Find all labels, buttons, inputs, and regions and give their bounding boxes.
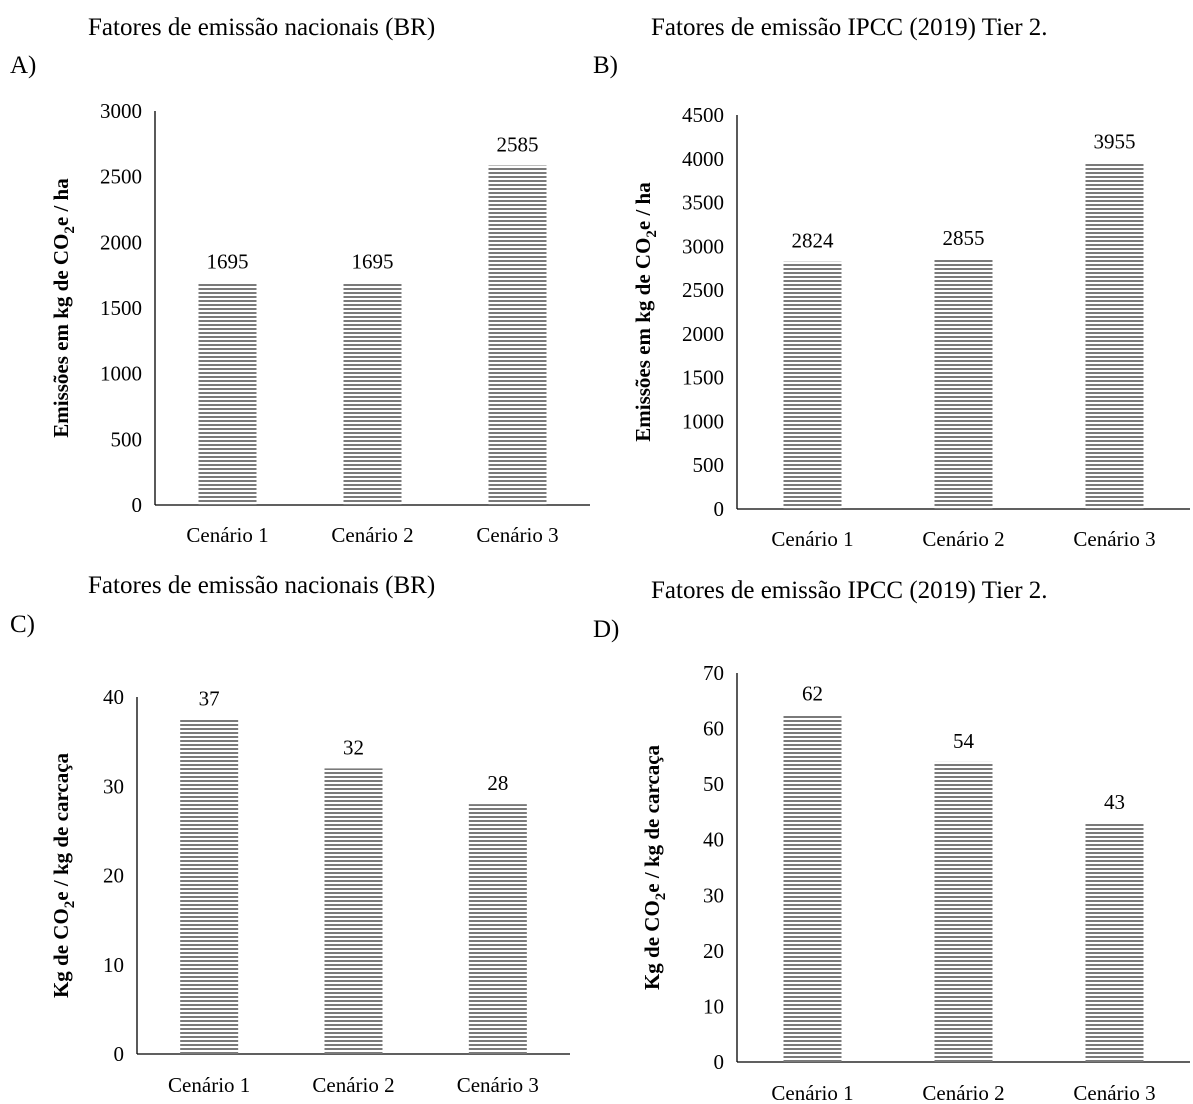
- y-tick-label: 0: [132, 493, 143, 517]
- bar: [180, 719, 239, 1054]
- bar: [1085, 162, 1144, 509]
- y-tick-label: 20: [103, 864, 124, 888]
- panel-letter: D): [593, 616, 620, 643]
- x-tick-label: Cenário 3: [457, 1073, 539, 1097]
- y-tick-label: 40: [703, 828, 724, 852]
- y-tick-label: 40: [103, 685, 124, 709]
- y-tick-label: 1000: [682, 409, 724, 433]
- y-tick-label: 1500: [682, 366, 724, 390]
- bar: [783, 261, 842, 509]
- data-label: 2824: [792, 229, 835, 253]
- y-axis-label: Kg de CO2e / kg de carcaça: [640, 744, 669, 990]
- x-tick-label: Cenário 3: [1073, 527, 1155, 551]
- y-tick-label: 4500: [682, 103, 724, 127]
- x-tick-label: Cenário 1: [186, 523, 268, 547]
- y-tick-label: 30: [103, 774, 124, 798]
- y-tick-label: 3500: [682, 191, 724, 215]
- data-label: 54: [953, 729, 975, 753]
- x-tick-label: Cenário 2: [922, 1081, 1004, 1104]
- bar-chart: 0 10 20 30 40 37 Cenário 1 32 Cenário 2 28 Cenário…: [49, 685, 570, 1097]
- y-axis-label: Kg de CO2e / kg de carcaça: [49, 752, 78, 998]
- y-tick-label: 20: [703, 939, 724, 963]
- x-tick-label: Cenário 1: [771, 527, 853, 551]
- y-tick-label: 30: [703, 883, 724, 907]
- data-label: 1695: [352, 249, 394, 273]
- data-label: 2585: [497, 133, 539, 157]
- data-label: 3955: [1094, 130, 1136, 154]
- y-tick-label: 1500: [100, 296, 142, 320]
- bar: [934, 259, 993, 509]
- y-tick-label: 2500: [100, 165, 142, 189]
- x-tick-label: Cenário 2: [922, 527, 1004, 551]
- data-label: 32: [343, 735, 364, 759]
- y-tick-label: 3000: [682, 234, 724, 258]
- x-tick-label: Cenário 2: [312, 1073, 394, 1097]
- x-tick-label: Cenário 3: [476, 523, 558, 547]
- data-label: 37: [199, 686, 220, 710]
- x-tick-label: Cenário 2: [331, 523, 413, 547]
- y-tick-label: 500: [693, 453, 725, 477]
- data-label: 43: [1104, 790, 1125, 814]
- y-tick-label: 3000: [100, 99, 142, 123]
- y-tick-label: 2000: [100, 230, 142, 254]
- chart-title: Fatores de emissão IPCC (2019) Tier 2.: [651, 14, 1048, 41]
- y-axis-label: Emissões em kg de CO2e / ha: [631, 182, 660, 442]
- panel-letter: A): [10, 52, 37, 79]
- x-tick-label: Cenário 1: [168, 1073, 250, 1097]
- y-tick-label: 1000: [100, 362, 142, 386]
- y-tick-label: 0: [114, 1042, 125, 1066]
- panel-letter: B): [593, 52, 618, 79]
- panel-letter: C): [10, 611, 35, 638]
- bar: [198, 282, 257, 505]
- y-tick-label: 4000: [682, 147, 724, 171]
- y-tick-label: 50: [703, 772, 724, 796]
- bar: [783, 714, 842, 1062]
- x-tick-label: Cenário 1: [771, 1081, 853, 1104]
- y-tick-label: 70: [703, 661, 724, 685]
- chart-title: Fatores de emissão nacionais (BR): [88, 14, 436, 41]
- data-label: 28: [487, 771, 508, 795]
- data-label: 2855: [943, 226, 985, 250]
- chart-title: Fatores de emissão IPCC (2019) Tier 2.: [651, 577, 1048, 604]
- bar-chart: 0 500 1000 1500 2000 2500 3000 1695 Cenário 1 169…: [49, 99, 590, 547]
- data-label: 62: [802, 682, 823, 706]
- x-tick-label: Cenário 3: [1073, 1081, 1155, 1104]
- bar: [343, 282, 402, 505]
- bar: [934, 761, 993, 1062]
- bar: [324, 768, 383, 1054]
- chart-title: Fatores de emissão nacionais (BR): [88, 572, 436, 599]
- y-tick-label: 0: [714, 497, 725, 521]
- bar: [468, 804, 527, 1054]
- y-tick-label: 10: [703, 994, 724, 1018]
- bar: [488, 165, 547, 505]
- y-tick-label: 2500: [682, 278, 724, 302]
- y-tick-label: 10: [103, 953, 124, 977]
- y-axis-label: Emissões em kg de CO2e / ha: [49, 178, 78, 438]
- y-tick-label: 500: [111, 427, 143, 451]
- y-tick-label: 0: [714, 1050, 725, 1074]
- y-tick-label: 60: [703, 717, 724, 741]
- bar-chart: 0 500 1000 1500 2000 2500 3000 3500 4000 4500 2824…: [631, 103, 1190, 551]
- y-tick-label: 2000: [682, 322, 724, 346]
- data-label: 1695: [207, 249, 249, 273]
- bar: [1085, 823, 1144, 1062]
